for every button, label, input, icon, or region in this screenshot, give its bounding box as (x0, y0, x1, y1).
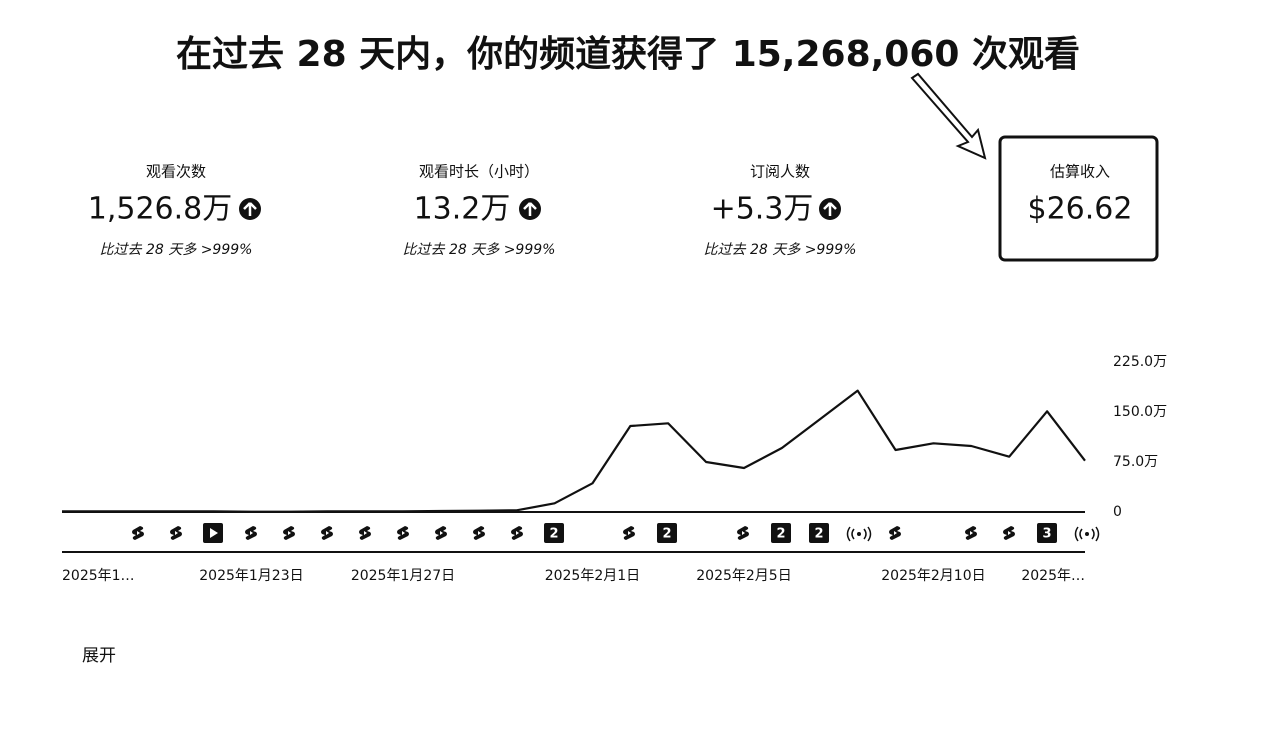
short-icon (889, 526, 901, 540)
short-icon (132, 526, 144, 540)
short-icon (965, 526, 977, 540)
metric-change: 比过去 28 天多 >999% (100, 242, 253, 258)
badge-count: 2 (549, 527, 558, 542)
badge (544, 523, 564, 543)
metric-label: 观看次数 (146, 163, 206, 181)
badge (657, 523, 677, 543)
y-tick-label: 75.0万 (1113, 454, 1158, 470)
short-icon (623, 526, 635, 540)
short-icon (397, 526, 409, 540)
metric: 观看次数 1,526.8万 比过去 28 天多 >999% (88, 163, 261, 258)
metric-value: +5.3万 (711, 192, 814, 227)
badge-count: 2 (814, 527, 823, 542)
short-icon (359, 526, 371, 540)
line-series (62, 389, 1086, 513)
badge (809, 523, 829, 543)
short-icon (170, 526, 182, 540)
arrow (910, 72, 987, 160)
y-tick-label: 0 (1113, 504, 1122, 520)
metric-label: 估算收入 (1050, 163, 1110, 181)
badge (771, 523, 791, 543)
x-tick-label: 2025年2月1日 (545, 568, 640, 584)
x-tick-label: 2025年1… (62, 568, 135, 584)
short-icon (283, 526, 295, 540)
metric-value: 1,526.8万 (88, 192, 233, 227)
badge-count: 3 (1042, 527, 1051, 542)
metric-value: 13.2万 (414, 192, 511, 227)
short-icon (511, 526, 523, 540)
metric-label: 观看时长（小时） (419, 163, 539, 181)
short-icon (245, 526, 257, 540)
up-icon (243, 202, 257, 216)
upload-icons: 2 2 2 2 3 (132, 523, 1100, 543)
revenue-card[interactable]: 估算收入 $26.62 (998, 135, 1159, 262)
y-tick-label: 225.0万 (1113, 354, 1167, 370)
live-icon (1074, 526, 1100, 542)
metric-label: 订阅人数 (750, 163, 810, 181)
y-tick-label: 150.0万 (1113, 404, 1167, 420)
up-icon (523, 202, 537, 216)
short-icon (1003, 526, 1015, 540)
metric-value: $26.62 (1028, 192, 1133, 227)
badge-count: 2 (662, 527, 671, 542)
short-icon (473, 526, 485, 540)
short-icon (435, 526, 447, 540)
x-tick-label: 2025年… (1021, 568, 1085, 584)
card-border (998, 135, 1159, 262)
metric: 订阅人数 +5.3万 比过去 28 天多 >999% (704, 163, 857, 259)
metric: 观看时长（小时） 13.2万 比过去 28 天多 >999% (403, 163, 556, 259)
live-icon (846, 526, 872, 542)
short-icon (737, 526, 749, 540)
x-tick-label: 2025年1月27日 (351, 568, 455, 584)
short-icon (321, 526, 333, 540)
expand-button[interactable]: 展开 (82, 646, 116, 666)
up-icon (823, 202, 837, 216)
metric-change: 比过去 28 天多 >999% (704, 242, 857, 258)
x-tick-label: 2025年2月10日 (881, 568, 985, 584)
metric-change: 比过去 28 天多 >999% (403, 242, 556, 258)
video-icon (203, 523, 223, 543)
x-tick-label: 2025年1月23日 (199, 568, 303, 584)
title: 在过去 28 天内，你的频道获得了 15,268,060 次观看 (176, 34, 1080, 75)
x-tick-label: 2025年2月5日 (696, 568, 791, 584)
badge (1037, 523, 1057, 543)
badge-count: 2 (776, 527, 785, 542)
